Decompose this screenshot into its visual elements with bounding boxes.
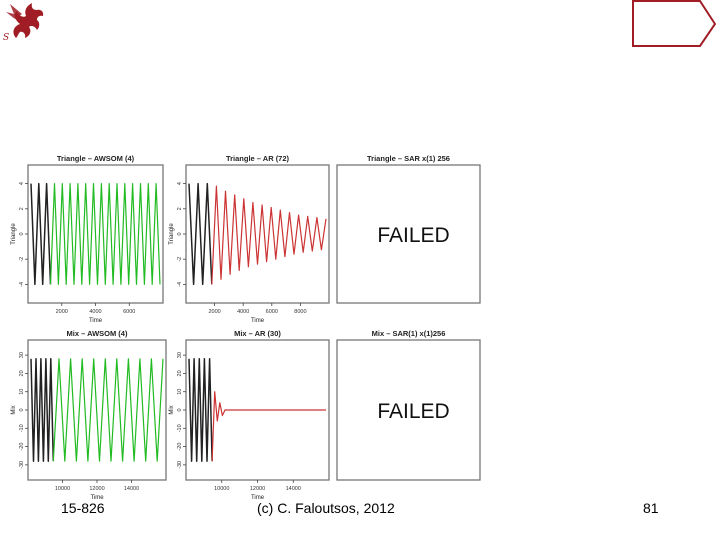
y-tick-label: -10: [177, 424, 183, 432]
y-axis-label: Mix: [169, 405, 175, 414]
chart-title: Mix – AWSOM (4): [67, 329, 128, 338]
x-axis-label: Time: [251, 318, 265, 324]
y-tick-label: 30: [177, 352, 183, 358]
y-tick-label: -4: [19, 282, 25, 287]
series-line-observed: [30, 358, 55, 462]
dragon-wing: [6, 4, 22, 19]
x-tick-label: 12000: [89, 486, 104, 492]
y-tick-label: -4: [177, 282, 183, 287]
course-number: 15-826: [61, 500, 105, 516]
series-line-observed: [30, 182, 52, 286]
x-tick-label: 14000: [286, 486, 301, 492]
y-tick-label: -20: [19, 443, 25, 451]
y-tick-label: 30: [19, 352, 25, 358]
x-tick-label: 6000: [123, 309, 135, 315]
y-axis-label: Triangle: [11, 223, 17, 245]
series-line-forecast: [52, 358, 164, 462]
y-tick-label: -20: [177, 443, 183, 451]
chart-panel-5-mix-ar-30: Mix – AR (30) 30 20 10 0 -10 -20 -30 Mix 10000 120…: [169, 329, 330, 501]
y-tick-label: 0: [177, 408, 183, 411]
y-tick-label: 20: [19, 370, 25, 376]
y-tick-label: -30: [177, 461, 183, 469]
dragon-body: [13, 3, 44, 38]
y-tick-label: -2: [177, 257, 183, 262]
x-tick-label: 8000: [294, 309, 306, 315]
dragon-script: S: [3, 33, 9, 42]
y-tick-label: 2: [19, 207, 25, 210]
dragon-logo: S: [3, 3, 44, 42]
x-axis-label: Time: [89, 318, 103, 324]
failed-label: FAILED: [377, 224, 449, 247]
x-tick-label: 6000: [266, 309, 278, 315]
x-axis-label: Time: [90, 495, 104, 501]
x-tick-label: 10000: [214, 486, 229, 492]
x-tick-label: 4000: [89, 309, 101, 315]
chart-panel-3-triangle-sar-x-1-256: Triangle – SAR x(1) 256 FAILED: [336, 154, 481, 304]
y-tick-label: 4: [177, 182, 183, 185]
y-axis-label: Mix: [11, 405, 17, 414]
y-tick-label: 0: [19, 232, 25, 235]
y-tick-label: -30: [19, 461, 25, 469]
slide-number: 81: [643, 500, 659, 516]
next-slide-arrow-icon[interactable]: [632, 0, 716, 48]
chart-title: Mix – AR (30): [234, 329, 281, 338]
chart-title: Mix – SAR(1) x(1)256: [372, 329, 446, 338]
y-tick-label: 10: [177, 389, 183, 395]
y-tick-label: -2: [19, 257, 25, 262]
x-axis-label: Time: [251, 495, 265, 501]
x-tick-label: 10000: [55, 486, 70, 492]
y-tick-label: 20: [177, 370, 183, 376]
series-line-observed: [188, 358, 213, 462]
series-line-observed: [188, 182, 213, 286]
chart-panel-4-mix-awsom-4: Mix – AWSOM (4) 30 20 10 0 -10 -20 -30 Mix 10000 1…: [11, 329, 167, 501]
series-line-forecast: [211, 185, 327, 285]
chart-panel-2-triangle-ar-72: Triangle – AR (72) 4 2 0 -2 -4 Triangle 2000 400…: [169, 154, 330, 324]
x-tick-label: 12000: [250, 486, 265, 492]
copyright-text: (c) C. Faloutsos, 2012: [257, 500, 395, 516]
chart-title: Triangle – SAR x(1) 256: [367, 154, 450, 163]
x-tick-label: 2000: [56, 309, 68, 315]
x-tick-label: 4000: [237, 309, 249, 315]
y-tick-label: 10: [19, 389, 25, 395]
y-tick-label: 4: [19, 182, 25, 185]
x-tick-label: 14000: [124, 486, 139, 492]
y-axis-label: Triangle: [169, 223, 175, 245]
y-tick-label: 2: [177, 207, 183, 210]
series-line-forecast: [49, 183, 161, 285]
chart-panel-1-triangle-awsom-4: Triangle – AWSOM (4) 4 2 0 -2 -4 Triangle 2000 4…: [11, 154, 164, 324]
chart-title: Triangle – AR (72): [226, 154, 290, 163]
chart-title: Triangle – AWSOM (4): [57, 154, 135, 163]
plot-frame: [336, 164, 481, 304]
x-tick-label: 2000: [208, 309, 220, 315]
y-tick-label: 0: [177, 232, 183, 235]
plot-frame: [336, 339, 481, 481]
failed-label: FAILED: [377, 400, 449, 423]
chart-panel-6-mix-sar-1-x-1-256: Mix – SAR(1) x(1)256 FAILED: [336, 329, 481, 481]
y-tick-label: 0: [19, 408, 25, 411]
series-line-forecast: [211, 391, 326, 462]
y-tick-label: -10: [19, 424, 25, 432]
